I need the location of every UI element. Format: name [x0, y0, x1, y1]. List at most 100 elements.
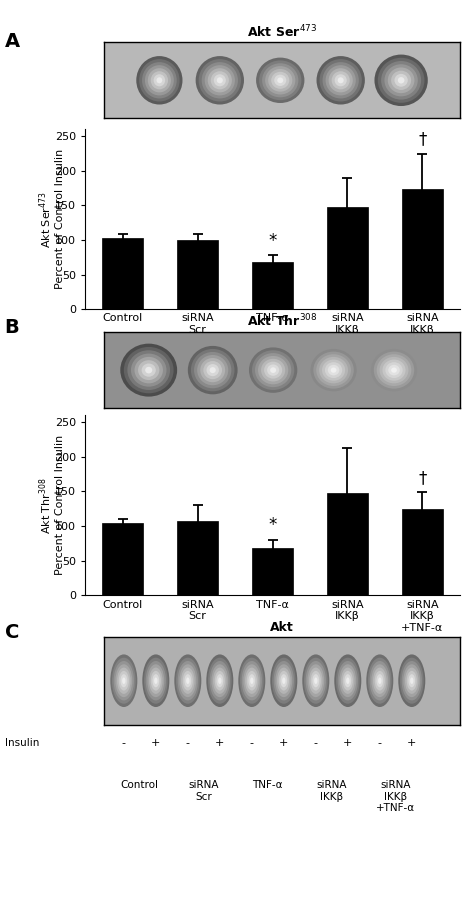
Ellipse shape: [196, 56, 244, 104]
Ellipse shape: [242, 661, 262, 701]
Ellipse shape: [249, 347, 297, 393]
Ellipse shape: [154, 677, 157, 684]
Ellipse shape: [388, 67, 414, 93]
Ellipse shape: [328, 68, 353, 92]
Ellipse shape: [376, 674, 383, 688]
Bar: [402, 509, 443, 595]
Ellipse shape: [191, 349, 235, 391]
Ellipse shape: [277, 667, 291, 694]
Ellipse shape: [215, 671, 225, 690]
Ellipse shape: [176, 658, 200, 703]
Title: Akt Thr$^{308}$: Akt Thr$^{308}$: [247, 313, 317, 330]
Ellipse shape: [322, 360, 345, 380]
Ellipse shape: [264, 362, 282, 378]
Ellipse shape: [210, 661, 230, 701]
Bar: [252, 548, 293, 595]
Ellipse shape: [151, 71, 168, 90]
Y-axis label: Akt Ser$^{473}$
Percent of Control Insulin: Akt Ser$^{473}$ Percent of Control Insul…: [37, 150, 65, 289]
Title: Akt: Akt: [270, 621, 294, 634]
Ellipse shape: [156, 78, 162, 83]
Ellipse shape: [336, 658, 360, 703]
Bar: [102, 522, 143, 595]
Text: +: +: [279, 738, 289, 748]
Title: Akt Ser$^{473}$: Akt Ser$^{473}$: [247, 23, 317, 40]
Ellipse shape: [270, 654, 297, 707]
Ellipse shape: [304, 658, 328, 703]
Ellipse shape: [217, 674, 223, 688]
Ellipse shape: [174, 654, 201, 707]
Ellipse shape: [149, 667, 163, 694]
Text: -: -: [378, 738, 382, 748]
Ellipse shape: [183, 671, 193, 690]
Ellipse shape: [197, 355, 228, 385]
Ellipse shape: [346, 677, 349, 684]
Ellipse shape: [240, 658, 264, 703]
Ellipse shape: [374, 352, 414, 389]
Ellipse shape: [373, 667, 387, 694]
Text: siRNA
IKKβ: siRNA IKKβ: [317, 780, 347, 801]
Text: *: *: [268, 232, 277, 249]
Ellipse shape: [200, 358, 225, 382]
Text: -: -: [122, 738, 126, 748]
Ellipse shape: [316, 354, 351, 386]
Bar: [252, 262, 293, 309]
Ellipse shape: [337, 78, 344, 83]
Ellipse shape: [371, 665, 388, 697]
Ellipse shape: [248, 674, 255, 688]
Ellipse shape: [142, 654, 169, 707]
Ellipse shape: [256, 57, 304, 103]
Text: *: *: [268, 516, 277, 534]
Ellipse shape: [268, 69, 292, 91]
Ellipse shape: [258, 356, 288, 384]
Text: B: B: [5, 318, 19, 338]
Ellipse shape: [277, 78, 283, 83]
Ellipse shape: [138, 360, 159, 380]
Ellipse shape: [391, 367, 397, 373]
Ellipse shape: [370, 661, 390, 701]
Ellipse shape: [326, 66, 356, 95]
Ellipse shape: [334, 654, 361, 707]
Ellipse shape: [146, 661, 166, 701]
Ellipse shape: [312, 674, 319, 688]
Ellipse shape: [398, 78, 404, 83]
Ellipse shape: [243, 665, 260, 697]
Ellipse shape: [178, 661, 198, 701]
Ellipse shape: [188, 346, 237, 394]
Ellipse shape: [384, 65, 418, 96]
Ellipse shape: [144, 658, 168, 703]
Ellipse shape: [115, 665, 132, 697]
Text: +: +: [151, 738, 161, 748]
Ellipse shape: [380, 357, 409, 383]
Ellipse shape: [409, 674, 415, 688]
Ellipse shape: [151, 671, 161, 690]
Ellipse shape: [271, 72, 289, 89]
Ellipse shape: [398, 654, 425, 707]
Ellipse shape: [311, 671, 321, 690]
Ellipse shape: [261, 359, 285, 381]
Ellipse shape: [381, 61, 421, 100]
Ellipse shape: [186, 677, 190, 684]
Ellipse shape: [341, 667, 355, 694]
Ellipse shape: [343, 671, 353, 690]
Ellipse shape: [267, 365, 279, 376]
Ellipse shape: [122, 677, 126, 684]
Ellipse shape: [218, 677, 221, 684]
Ellipse shape: [302, 654, 329, 707]
Text: +: +: [215, 738, 225, 748]
Ellipse shape: [282, 677, 285, 684]
Ellipse shape: [213, 667, 227, 694]
Ellipse shape: [388, 365, 400, 376]
Y-axis label: Akt Thr$^{308}$
Percent of Control Insulin: Akt Thr$^{308}$ Percent of Control Insul…: [37, 436, 65, 575]
Ellipse shape: [275, 665, 292, 697]
Ellipse shape: [337, 661, 358, 701]
Ellipse shape: [331, 367, 337, 373]
Ellipse shape: [410, 677, 413, 684]
Ellipse shape: [378, 58, 424, 102]
Ellipse shape: [211, 665, 228, 697]
Ellipse shape: [142, 62, 177, 99]
Ellipse shape: [145, 366, 152, 374]
Ellipse shape: [194, 352, 231, 389]
Bar: [402, 188, 443, 309]
Ellipse shape: [403, 665, 420, 697]
Ellipse shape: [405, 667, 419, 694]
